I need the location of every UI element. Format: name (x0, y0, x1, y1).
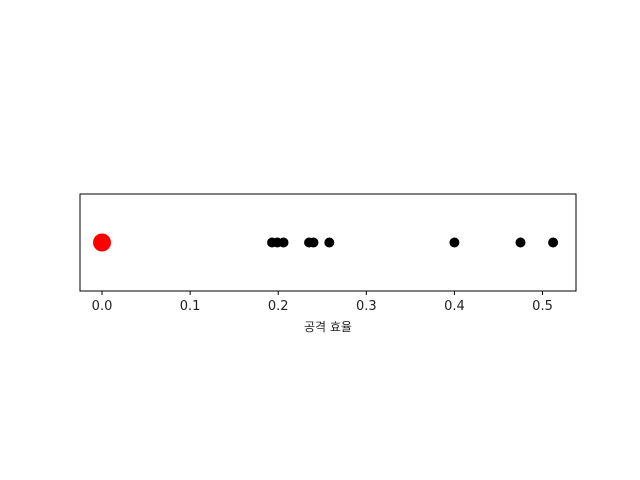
data-point (515, 237, 526, 248)
x-tick-label: 0.3 (356, 299, 377, 314)
x-tick-label: 0.0 (92, 299, 113, 314)
x-tick-label: 0.2 (268, 299, 289, 314)
x-axis-label: 공격 효율 (304, 320, 352, 334)
data-point (548, 237, 559, 248)
x-axis-ticks: 0.0 0.1 0.2 0.3 0.4 0.5 (92, 291, 553, 314)
data-point (324, 237, 335, 248)
highlight-point (93, 233, 112, 252)
x-tick-label: 0.4 (444, 299, 465, 314)
x-tick-label: 0.5 (532, 299, 553, 314)
data-point (278, 237, 289, 248)
data-point (449, 237, 460, 248)
data-points (93, 233, 559, 252)
x-tick-label: 0.1 (180, 299, 201, 314)
data-point (308, 237, 319, 248)
